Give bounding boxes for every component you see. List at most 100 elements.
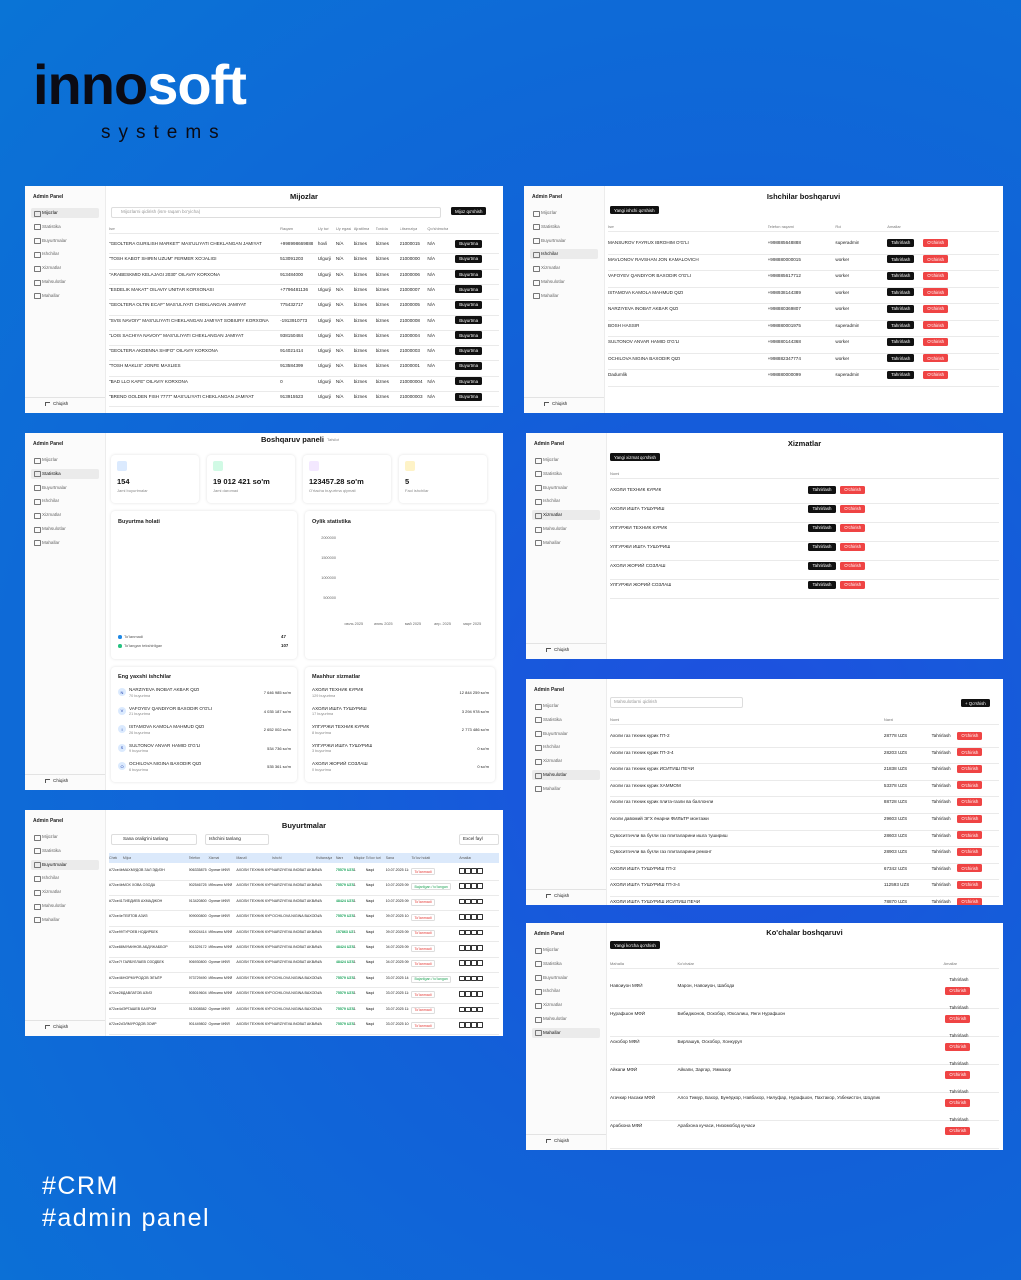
logout[interactable]: Chiqish xyxy=(53,401,69,406)
action-button[interactable]: Buyurtma xyxy=(455,377,483,386)
menu-item[interactable]: Mijozlar xyxy=(541,210,557,215)
menu-item[interactable]: Statistika xyxy=(42,847,61,853)
action-button[interactable]: Tahrirlash xyxy=(949,1089,969,1094)
action-button[interactable]: Buyurtma xyxy=(455,285,483,294)
row-action-icon[interactable] xyxy=(471,1006,477,1013)
action-button[interactable]: O'chirish xyxy=(840,542,866,551)
row-action-icon[interactable] xyxy=(465,945,471,951)
row-action-icon[interactable] xyxy=(477,991,483,997)
action-button[interactable]: O'chirish xyxy=(957,831,983,840)
action-button[interactable]: Tahrirlash xyxy=(931,799,951,805)
menu-item[interactable]: Ishchilar xyxy=(543,498,561,504)
menu-item[interactable]: Xizmatlar xyxy=(541,265,561,271)
menu-item[interactable]: Mahallar xyxy=(42,539,60,545)
action-button[interactable]: O'chirish xyxy=(840,485,866,494)
action-button[interactable]: Buyurtma xyxy=(455,346,483,355)
action-button[interactable]: O'chirish xyxy=(923,354,949,362)
row-action-icon[interactable] xyxy=(465,868,471,874)
action-button[interactable]: O'chirish xyxy=(923,321,949,329)
action-button[interactable]: Tahrirlash xyxy=(931,816,951,821)
menu-item[interactable]: Mahsulotlar xyxy=(543,526,567,531)
row-action-icon[interactable] xyxy=(477,1022,483,1028)
menu-item[interactable]: Ishchilar xyxy=(42,498,60,504)
menu-item[interactable]: Buyurtmalar xyxy=(543,730,568,736)
menu-item[interactable]: Mijozlar xyxy=(42,457,58,462)
action-button[interactable]: O'chirish xyxy=(957,797,983,806)
menu-item[interactable]: Mahsulotlar xyxy=(42,279,66,284)
menu-item[interactable]: Ishchilar xyxy=(543,988,561,994)
action-button[interactable]: O'chirish xyxy=(923,304,949,313)
menu-item[interactable]: Statistika xyxy=(42,223,61,229)
action-button[interactable]: Tahrirlash xyxy=(931,733,951,738)
menu-item[interactable]: Ishchilar xyxy=(543,744,561,750)
menu-item[interactable]: Mahallar xyxy=(543,785,561,791)
menu-item[interactable]: Ishchilar xyxy=(541,251,559,257)
action-button[interactable]: Tahrirlash xyxy=(808,561,836,570)
menu-item[interactable]: Mahsulotlar xyxy=(42,526,66,531)
menu-item[interactable]: Mahallar xyxy=(42,916,60,922)
menu-item[interactable]: Mijozlar xyxy=(42,834,58,839)
menu-item[interactable]: Buyurtmalar xyxy=(42,861,67,867)
action-button[interactable]: Tahrirlash xyxy=(949,1005,969,1010)
add-button[interactable]: Yangi xizmat qo'shish xyxy=(610,453,660,461)
menu-item[interactable]: Xizmatlar xyxy=(543,1002,563,1008)
action-button[interactable]: Buyurtma xyxy=(455,239,483,248)
row-action-icon[interactable] xyxy=(477,945,483,951)
menu-item[interactable]: Statistika xyxy=(541,223,560,229)
action-button[interactable]: Tahrirlash xyxy=(931,865,951,871)
action-button[interactable]: O'chirish xyxy=(957,814,983,823)
action-button[interactable]: Tahrirlash xyxy=(931,882,951,888)
action-button[interactable]: O'chirish xyxy=(945,1042,971,1051)
row-action-icon[interactable] xyxy=(477,960,483,966)
action-button[interactable]: Tahrirlash xyxy=(887,288,915,296)
row-action-icon[interactable] xyxy=(459,1006,465,1013)
action-button[interactable]: O'chirish xyxy=(945,1126,971,1135)
action-button[interactable]: Tahrirlash xyxy=(887,238,915,247)
action-button[interactable]: Tahrirlash xyxy=(931,749,951,755)
action-button[interactable]: Tahrirlash xyxy=(931,766,951,772)
action-button[interactable]: Tahrirlash xyxy=(887,255,915,263)
row-action-icon[interactable] xyxy=(471,960,477,966)
menu-item[interactable]: Statistika xyxy=(543,960,562,966)
menu-item[interactable]: Mahsulotlar xyxy=(543,1016,567,1021)
menu-item[interactable]: Buyurtmalar xyxy=(541,237,566,243)
row-action-icon[interactable] xyxy=(477,1006,483,1013)
action-button[interactable]: O'chirish xyxy=(923,370,949,379)
action-button[interactable]: Tahrirlash xyxy=(949,1033,969,1038)
action-button[interactable]: Tahrirlash xyxy=(931,849,951,855)
action-button[interactable]: Tahrirlash xyxy=(887,370,915,379)
row-action-icon[interactable] xyxy=(471,975,477,982)
action-button[interactable]: O'chirish xyxy=(840,561,866,570)
row-action-icon[interactable] xyxy=(477,868,483,874)
menu-item[interactable]: Xizmatlar xyxy=(42,512,62,518)
menu-item[interactable]: Mahsulotlar xyxy=(543,772,567,777)
logout[interactable]: Chiqish xyxy=(554,647,570,652)
row-action-icon[interactable] xyxy=(459,945,465,951)
action-button[interactable]: O'chirish xyxy=(923,271,949,280)
menu-item[interactable]: Mahallar xyxy=(42,292,60,298)
row-action-icon[interactable] xyxy=(465,898,471,905)
action-button[interactable]: Tahrirlash xyxy=(808,580,836,589)
action-button[interactable]: Tahrirlash xyxy=(887,321,915,329)
action-button[interactable]: Tahrirlash xyxy=(887,337,915,346)
menu-item[interactable]: Mahallar xyxy=(543,1029,561,1035)
action-button[interactable]: Tahrirlash xyxy=(808,523,836,532)
row-action-icon[interactable] xyxy=(477,929,483,936)
action-button[interactable]: O'chirish xyxy=(957,897,983,905)
add-button[interactable]: + Qo'shish xyxy=(961,699,990,707)
action-button[interactable]: O'chirish xyxy=(945,1070,971,1079)
logout[interactable]: Chiqish xyxy=(554,1138,570,1143)
logout[interactable]: Chiqish xyxy=(552,401,568,406)
action-button[interactable]: Buyurtma xyxy=(455,331,483,340)
row-action-icon[interactable] xyxy=(459,1022,465,1028)
row-action-icon[interactable] xyxy=(459,883,465,889)
menu-item[interactable]: Statistika xyxy=(543,470,562,476)
action-button[interactable]: O'chirish xyxy=(840,580,866,589)
menu-item[interactable]: Mahsulotlar xyxy=(42,903,66,908)
row-action-icon[interactable] xyxy=(465,975,471,982)
row-action-icon[interactable] xyxy=(471,929,477,936)
row-action-icon[interactable] xyxy=(471,883,477,889)
action-button[interactable]: O'chirish xyxy=(945,986,971,995)
action-button[interactable]: Buyurtma xyxy=(455,361,483,370)
action-button[interactable]: Tahrirlash xyxy=(949,1117,969,1122)
